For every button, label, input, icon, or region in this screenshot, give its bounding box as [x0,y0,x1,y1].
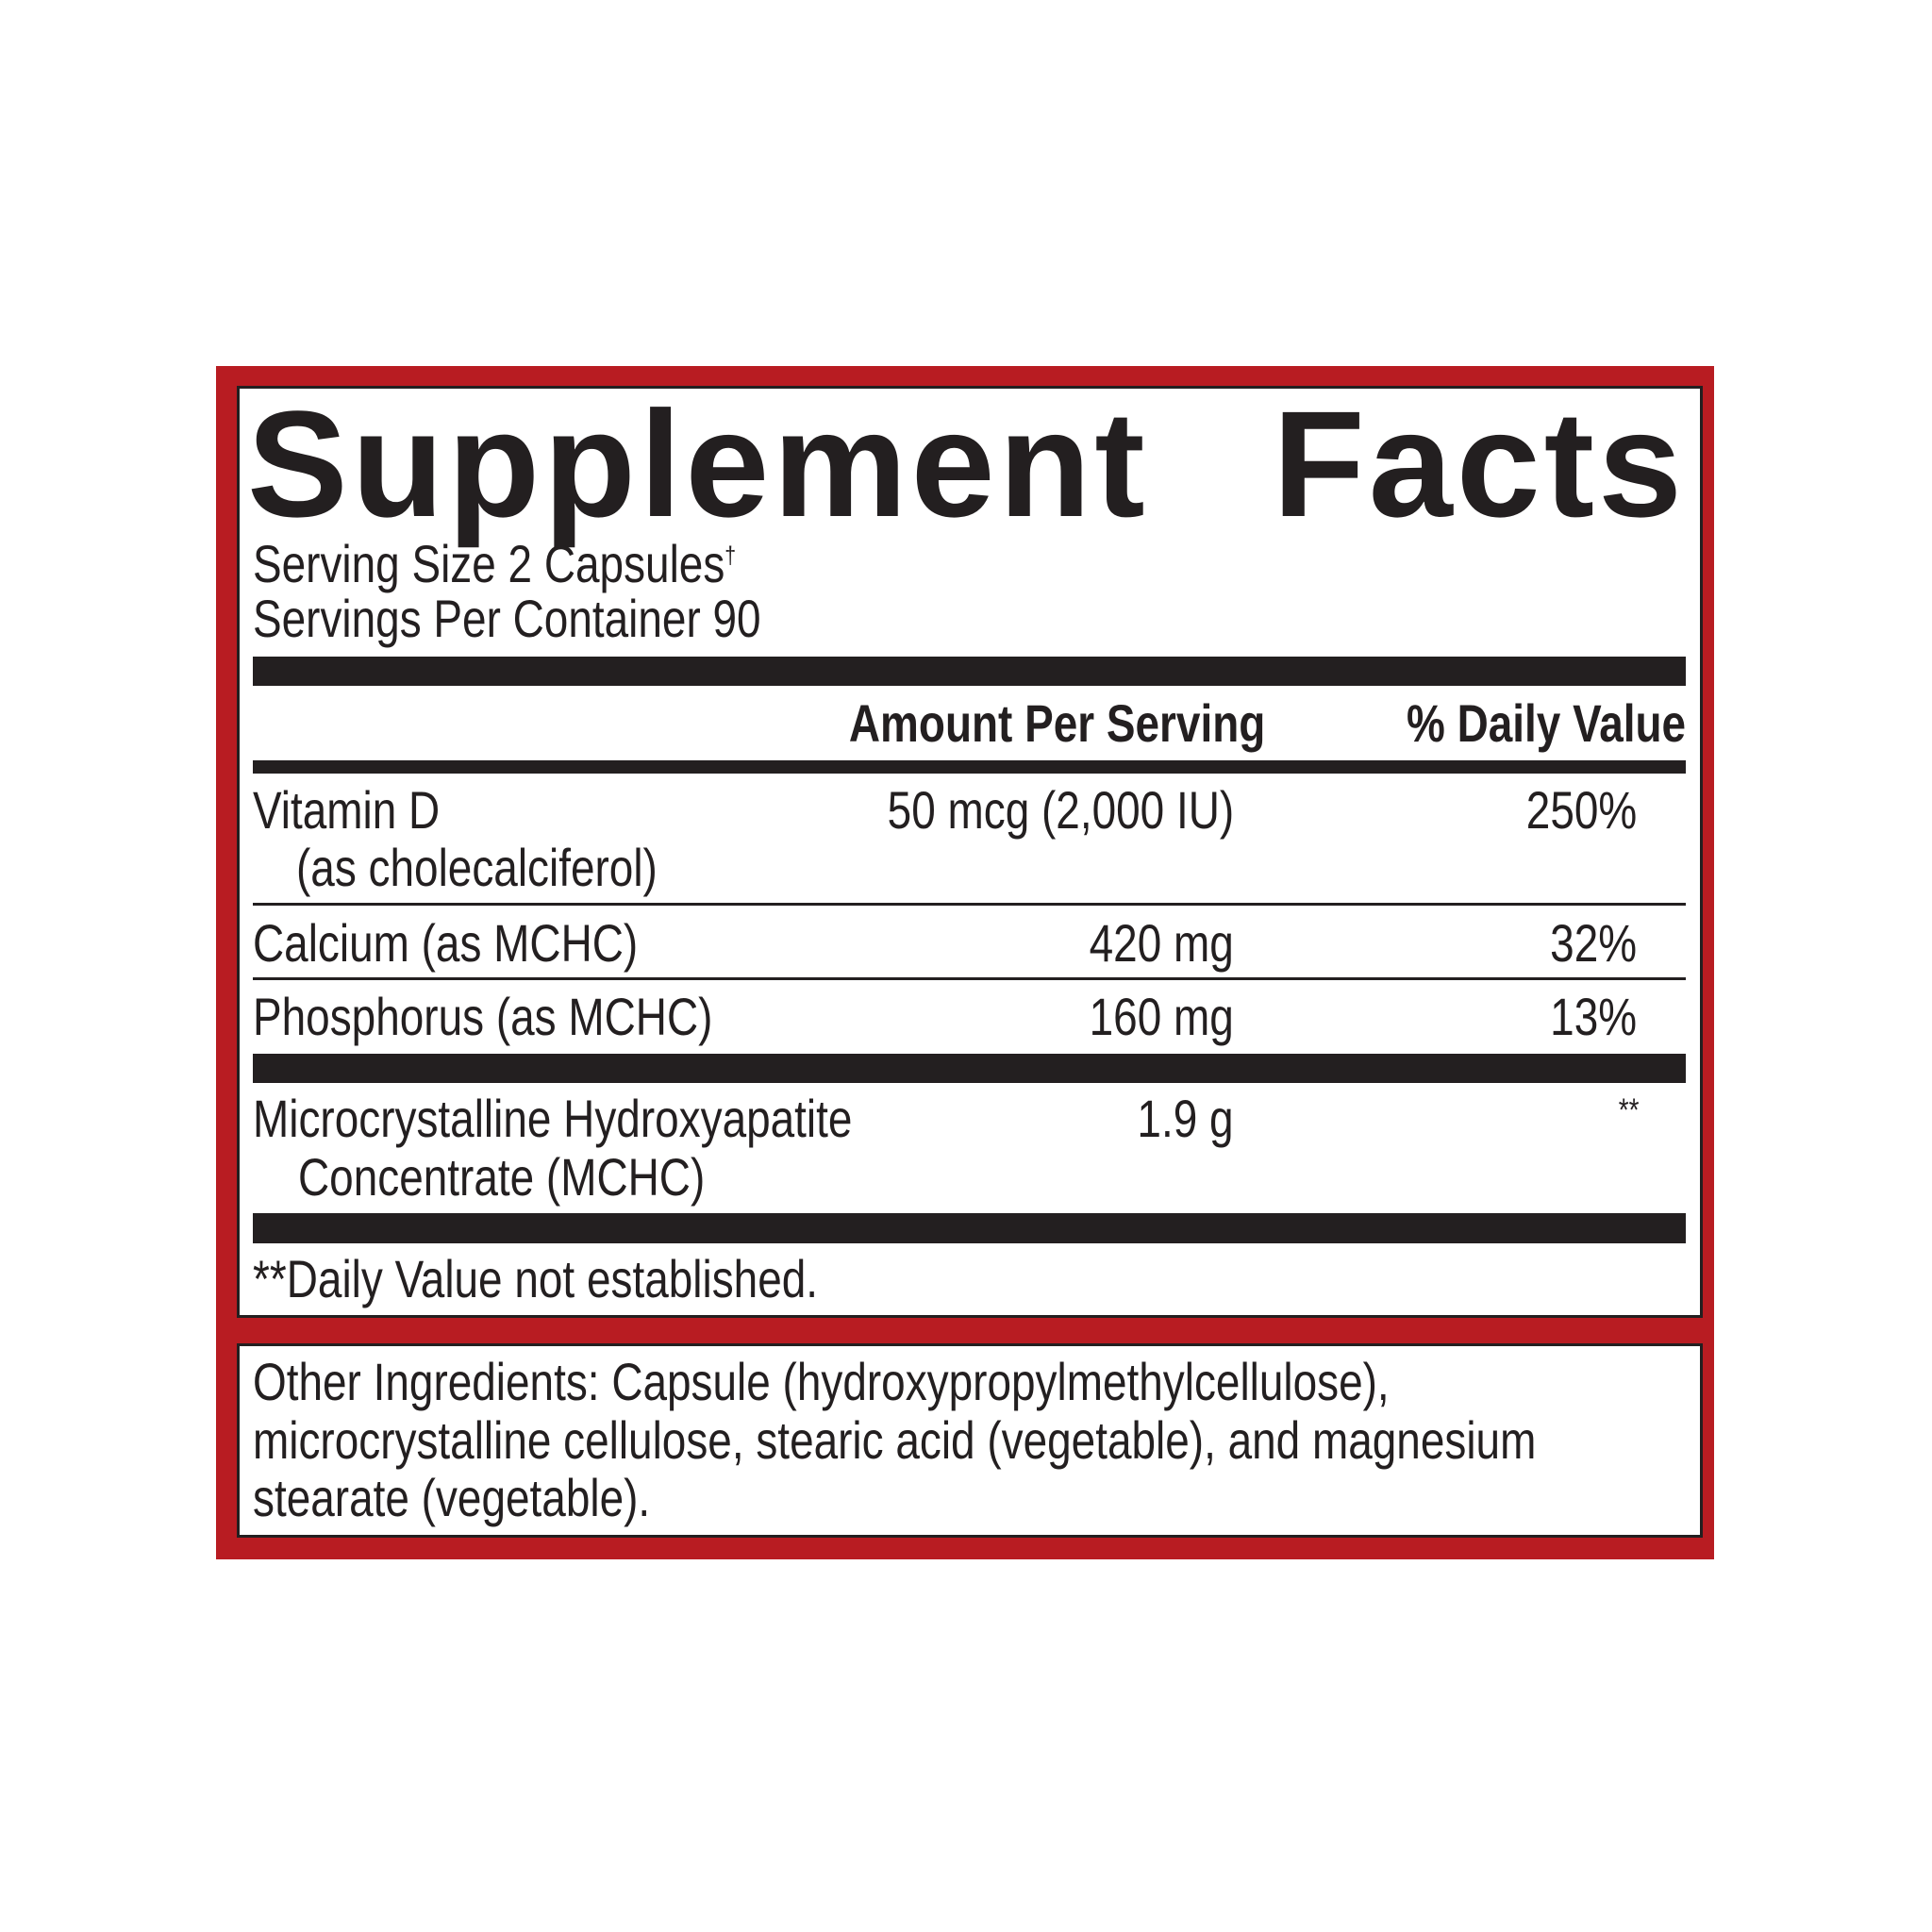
row-divider [253,977,1686,980]
title-facts: Facts [1273,379,1686,548]
nutrient-dv: 32% [1550,913,1637,973]
nutrient-amount: 420 mg [1089,913,1234,973]
serving-size: Serving Size 2 Capsules† [253,538,736,591]
nutrient-name: Microcrystalline Hydroxyapatite [253,1089,853,1148]
nutrient-name: Calcium (as MCHC) [253,913,639,973]
nutrient-amount: 1.9 g [1137,1089,1234,1148]
other-ingredients-line: stearate (vegetable). [253,1468,651,1527]
nutrient-name-line2: Concentrate (MCHC) [298,1147,706,1207]
nutrient-amount: 50 mcg (2,000 IU) [887,780,1234,840]
serving-size-text: Serving Size 2 Capsules [253,534,725,593]
header-amount: Amount Per Serving [848,693,1265,753]
nutrient-name: Vitamin D [253,780,441,840]
title-supplement: Supplement [247,379,1149,548]
dagger-mark: † [724,541,737,570]
nutrient-dv: ** [1618,1092,1639,1128]
other-ingredients-line: microcrystalline cellulose, stearic acid… [253,1410,1537,1470]
nutrient-dv: 250% [1525,780,1637,840]
supplement-facts-panel [237,386,1703,1318]
header-divider [253,760,1686,774]
thick-divider [253,1213,1686,1243]
footnote: **Daily Value not established. [253,1249,819,1308]
other-ingredients-line: Other Ingredients: Capsule (hydroxypropy… [253,1352,1390,1411]
servings-per-container: Servings Per Container 90 [253,589,761,648]
thick-divider [253,657,1686,686]
row-divider [253,903,1686,906]
nutrient-name: Phosphorus (as MCHC) [253,987,713,1046]
nutrient-name-line2: (as cholecalciferol) [296,838,658,897]
other-ingredients-panel [237,1343,1703,1538]
header-daily-value: % Daily Value [1406,693,1686,753]
thick-divider [253,1054,1686,1083]
nutrient-amount: 160 mg [1089,987,1234,1046]
nutrient-dv: 13% [1550,987,1637,1046]
